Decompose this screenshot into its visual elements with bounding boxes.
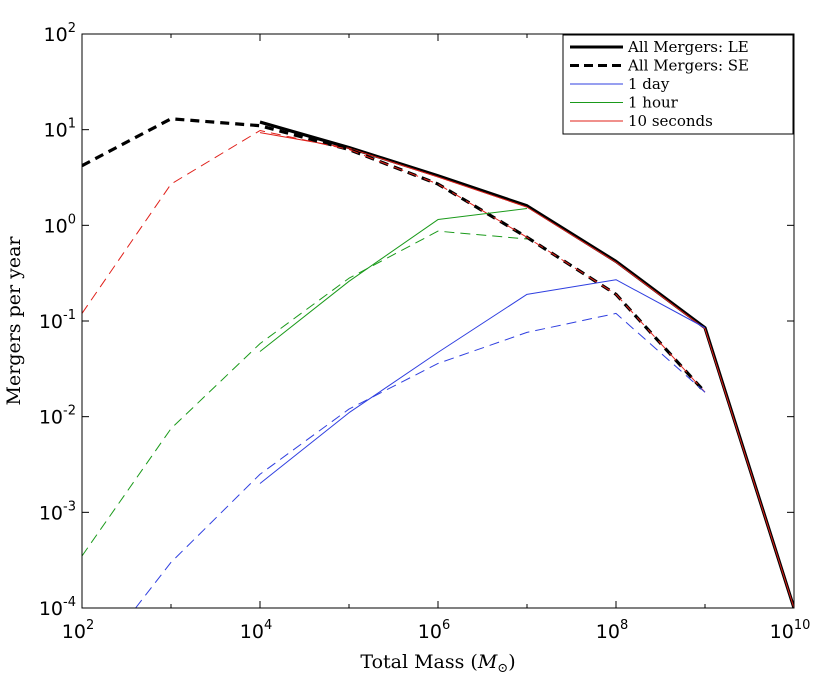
x-tick-label-0: 102 xyxy=(62,618,94,643)
y-tick-label-4: 100 xyxy=(44,212,76,237)
y-tick-label-0: 10-4 xyxy=(39,595,76,620)
y-tick-label-5: 101 xyxy=(44,117,76,142)
legend-label-0: All Mergers: LE xyxy=(627,38,749,56)
x-axis-label: Total Mass (M⊙) xyxy=(360,651,515,676)
x-tick-label-3: 108 xyxy=(596,618,628,643)
legend-label-4: 10 seconds xyxy=(628,112,713,130)
series-line-4 xyxy=(259,207,528,352)
legend-label-2: 1 day xyxy=(628,75,670,93)
tick-labels-layer: 102 104 106 108 1010 10-4 10-3 10-2 10-1 100 101 10… xyxy=(39,21,811,643)
y-tick-label-2: 10-2 xyxy=(39,404,76,429)
plot-frame xyxy=(81,33,795,609)
y-tick-label-1: 10-3 xyxy=(39,499,76,524)
y-tick-label-3: 10-1 xyxy=(39,308,76,333)
y-tick-label-6: 102 xyxy=(44,21,76,46)
series-line-6 xyxy=(259,279,706,484)
legend-label-1: All Mergers: SE xyxy=(627,57,749,75)
series-line-5 xyxy=(82,230,528,557)
x-tick-label-2: 106 xyxy=(418,618,450,643)
x-tick-label-1: 104 xyxy=(240,618,272,643)
y-axis-label: Mergers per year xyxy=(3,236,25,406)
series-line-1 xyxy=(259,132,794,608)
series-layer xyxy=(82,117,794,608)
legend-label-3: 1 hour xyxy=(628,94,679,112)
x-tick-label-4: 1010 xyxy=(770,618,811,643)
series-line-7 xyxy=(135,312,706,608)
